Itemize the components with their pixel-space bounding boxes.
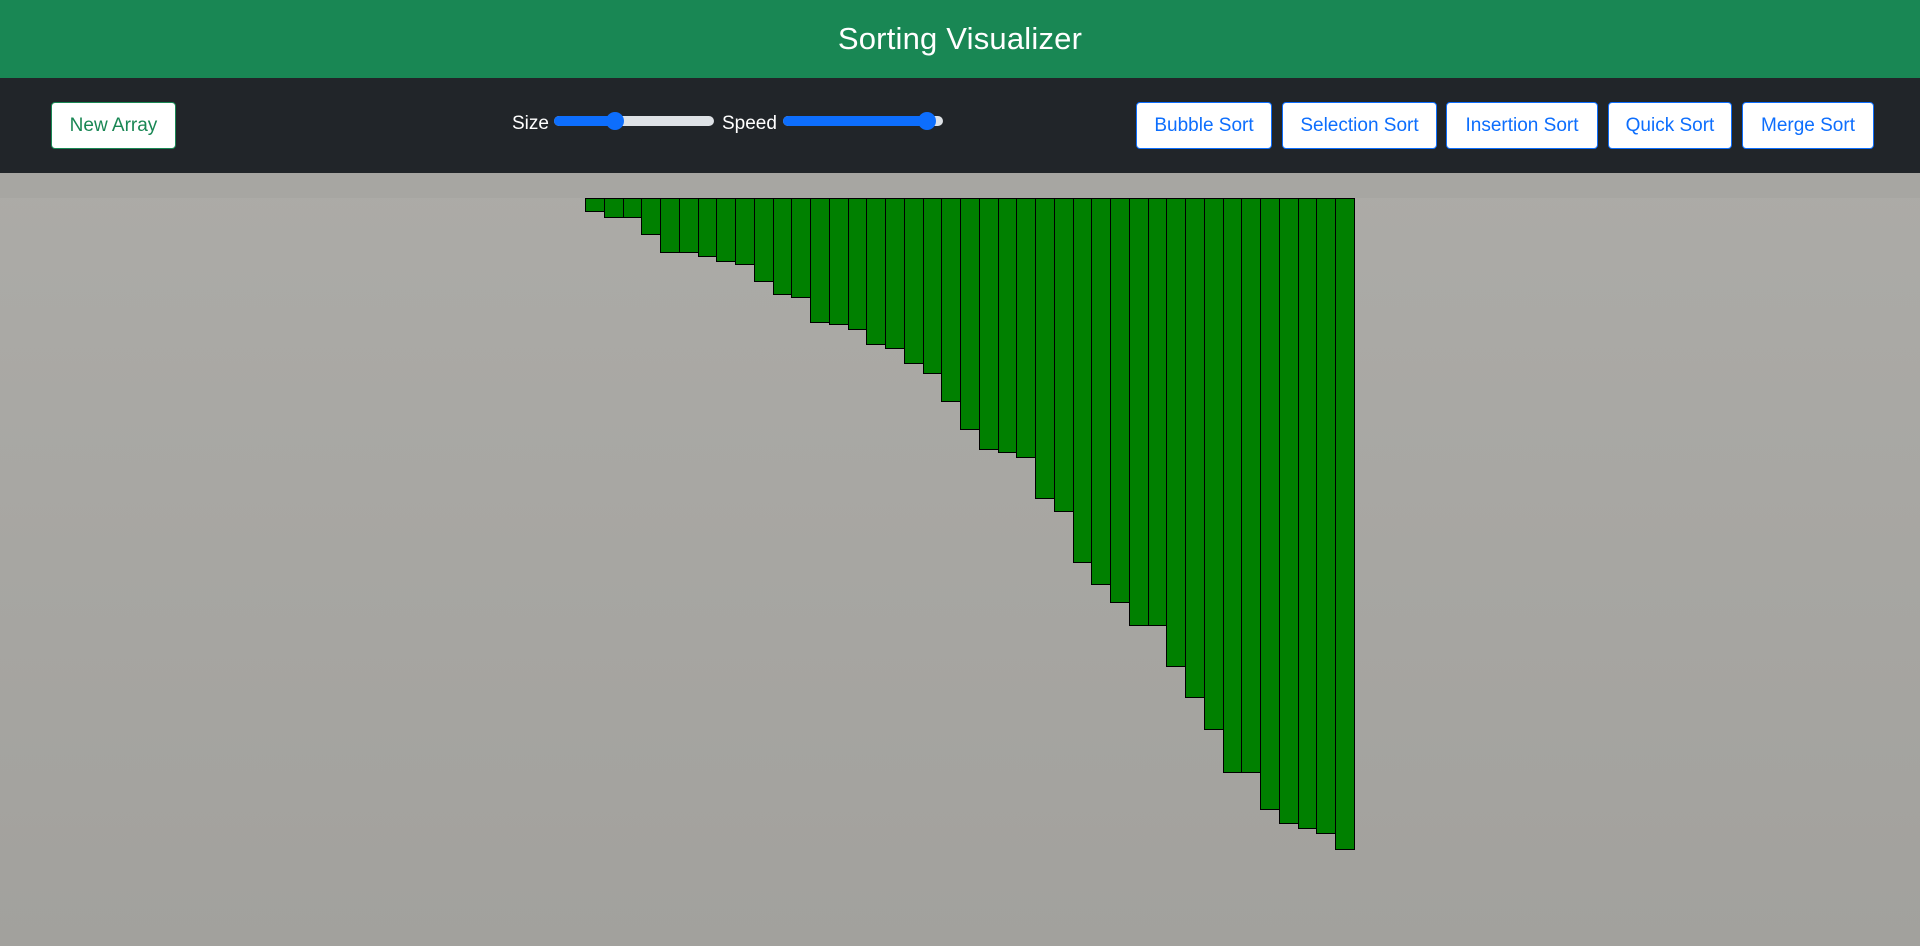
insertion-sort-button[interactable]: Insertion Sort	[1446, 102, 1598, 149]
array-bar	[1072, 198, 1093, 563]
array-bar	[885, 198, 905, 349]
array-bar	[1316, 198, 1336, 834]
speed-slider-thumb[interactable]	[918, 112, 936, 130]
speed-label: Speed	[722, 113, 777, 134]
array-bar	[641, 198, 661, 235]
array-bar	[1278, 198, 1299, 824]
array-bar	[1035, 198, 1055, 499]
size-slider[interactable]	[554, 112, 714, 130]
array-bar	[922, 198, 943, 374]
speed-slider[interactable]	[783, 112, 943, 130]
size-label: Size	[512, 113, 549, 134]
array-bar	[1166, 198, 1186, 667]
array-bar	[1241, 198, 1261, 773]
array-bar	[1260, 198, 1280, 810]
array-bar	[866, 198, 886, 345]
array-bar	[678, 198, 699, 253]
array-bar	[960, 198, 980, 430]
array-bar	[1203, 198, 1224, 730]
array-bar	[585, 198, 605, 212]
array-bar	[997, 198, 1018, 453]
array-bar	[622, 198, 643, 218]
array-bar	[1110, 198, 1130, 603]
array-bar	[903, 198, 924, 364]
merge-sort-button[interactable]: Merge Sort	[1742, 102, 1874, 149]
bubble-sort-button[interactable]: Bubble Sort	[1136, 102, 1272, 149]
array-bar	[772, 198, 793, 295]
array-bar	[716, 198, 736, 262]
new-array-button[interactable]: New Array	[51, 102, 176, 149]
array-bar	[941, 198, 961, 402]
array-bar	[847, 198, 868, 330]
toolbar: New Array Size Speed Bubble Sort Selecti…	[0, 78, 1920, 173]
array-bar	[791, 198, 811, 298]
array-bar	[810, 198, 830, 323]
array-bar	[978, 198, 999, 450]
array-bar	[697, 198, 718, 257]
array-bar	[660, 198, 680, 253]
array-bar	[1128, 198, 1149, 626]
array-bar	[753, 198, 774, 282]
array-bar	[1147, 198, 1168, 626]
array-bar	[735, 198, 755, 265]
quick-sort-button[interactable]: Quick Sort	[1608, 102, 1732, 149]
size-slider-thumb[interactable]	[605, 112, 624, 130]
size-slider-fill	[554, 116, 615, 126]
array-bar	[1335, 198, 1355, 850]
array-bar	[1053, 198, 1074, 512]
array-bar	[828, 198, 849, 325]
speed-slider-fill	[783, 116, 927, 126]
array-bar	[1091, 198, 1111, 585]
selection-sort-button[interactable]: Selection Sort	[1282, 102, 1437, 149]
array-bar	[1016, 198, 1036, 458]
array-bar	[603, 198, 624, 218]
canvas-top-strip	[0, 173, 1920, 198]
array-bar	[1185, 198, 1205, 698]
array-canvas	[0, 173, 1920, 946]
array-bar	[1297, 198, 1318, 829]
array-bar	[1222, 198, 1243, 773]
header-bar: Sorting Visualizer	[0, 0, 1920, 78]
page-title: Sorting Visualizer	[837, 21, 1083, 56]
